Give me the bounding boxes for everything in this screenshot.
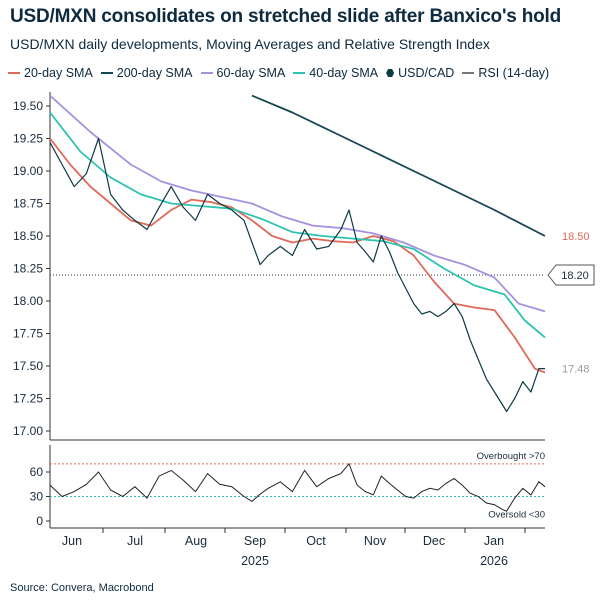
price-y-tick-label: 19.25 (13, 132, 43, 146)
rsi-y-tick-label: 60 (30, 465, 44, 479)
legend-label: RSI (14-day) (478, 66, 550, 80)
rsi-line-0 (49, 462, 546, 512)
rsi-threshold-label-1: Oversold <30 (488, 510, 545, 521)
price-y-tick-label: 18.25 (13, 262, 43, 276)
legend-line-icon (8, 72, 20, 74)
legend-item-2: 60-day SMA (200, 66, 286, 80)
legend-hex-icon (386, 69, 395, 77)
legend-item-1: 200-day SMA (100, 66, 193, 80)
reference-callout-label: 18.20 (561, 270, 589, 282)
source-note: Source: Convera, Macrobond (10, 582, 154, 594)
legend-label: 20-day SMA (24, 66, 93, 80)
legend-label: USD/CAD (398, 66, 455, 80)
legend-label: 40-day SMA (309, 66, 379, 80)
end-label-0: 18.50 (562, 231, 590, 243)
price-y-tick-label: 17.75 (13, 327, 43, 341)
series-line-4 (49, 137, 545, 413)
reference-callout (547, 264, 595, 286)
legend-item-0: 20-day SMA (8, 66, 93, 80)
price-y-tick-label: 17.50 (13, 359, 43, 373)
x-month-label: Jan (484, 534, 504, 548)
x-month-label: Jun (62, 534, 82, 548)
legend-line-icon (462, 72, 475, 74)
price-y-tick-label: 17.25 (13, 392, 43, 406)
legend-line-icon (293, 72, 306, 74)
rsi-threshold-label-0: Overbought >70 (477, 451, 545, 462)
series-line-2 (49, 94, 546, 313)
chart-subtitle: USD/MXN daily developments, Moving Avera… (10, 36, 490, 52)
legend-item-4: USD/CAD (386, 66, 454, 80)
price-y-tick-label: 19.50 (13, 99, 43, 113)
x-month-label: Oct (306, 534, 326, 548)
legend-item-5: RSI (14-day) (462, 66, 549, 80)
legend-label: 200-day SMA (116, 66, 193, 80)
rsi-y-tick-label: 0 (36, 514, 43, 528)
x-month-label: Nov (364, 534, 387, 548)
legend-item-3: 40-day SMA (293, 66, 378, 80)
x-year-label: 2026 (480, 554, 508, 568)
x-month-label: Aug (185, 534, 207, 548)
series-line-3 (49, 111, 546, 339)
legend-line-icon (100, 72, 113, 74)
legend-label: 60-day SMA (216, 66, 286, 80)
price-y-tick-label: 19.00 (13, 164, 43, 178)
series-line-1 (251, 94, 546, 237)
price-y-tick-label: 18.00 (13, 294, 43, 308)
series-line-0 (49, 137, 546, 374)
price-y-tick-label: 18.50 (13, 229, 43, 243)
price-y-tick-label: 18.75 (13, 197, 43, 211)
x-month-label: Dec (423, 534, 445, 548)
x-month-label: Jul (127, 534, 143, 548)
end-label-1: 17.48 (562, 364, 590, 376)
price-y-tick-label: 17.00 (13, 424, 43, 438)
legend: 20-day SMA 200-day SMA 60-day SMA 40-day SM… (8, 66, 549, 80)
x-year-label: 2025 (241, 554, 269, 568)
rsi-y-tick-label: 30 (30, 490, 44, 504)
x-month-label: Sep (244, 534, 266, 548)
chart-title: USD/MXN consolidates on stretched slide … (10, 6, 562, 27)
legend-line-icon (200, 72, 213, 74)
